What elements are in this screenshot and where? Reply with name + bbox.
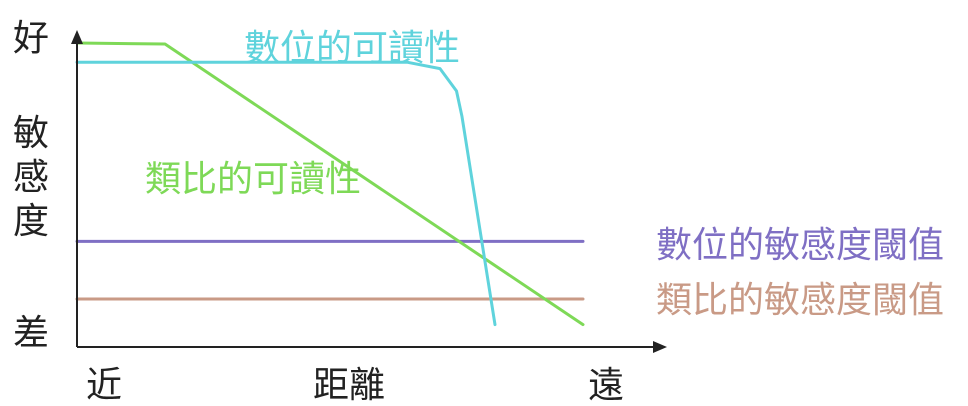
series-label-analog-threshold: 類比的敏感度閾值 (656, 280, 944, 321)
x-end-label: 遠 (588, 365, 624, 406)
x-axis-arrow (653, 341, 667, 353)
y-axis-label-char: 感 (13, 157, 49, 198)
y-axis-label-char: 度 (13, 201, 49, 242)
x-start-label: 近 (86, 365, 122, 406)
y-axis-arrow (71, 30, 83, 44)
series-line-analog-readability (75, 41, 585, 327)
series-label-analog-readability: 類比的可讀性 (145, 159, 361, 200)
y-axis-label: 敏感度 (13, 113, 49, 242)
y-axis-label-char: 敏 (13, 113, 49, 154)
y-top-label: 好 (13, 18, 49, 59)
y-bottom-label: 差 (13, 313, 49, 354)
x-axis-label: 距離 (313, 365, 385, 406)
series-label-digital-threshold: 數位的敏感度閾值 (656, 225, 944, 266)
series-label-digital-readability: 數位的可讀性 (244, 28, 460, 69)
series-line-digital-readability (75, 60, 497, 327)
series-layer (75, 41, 585, 327)
